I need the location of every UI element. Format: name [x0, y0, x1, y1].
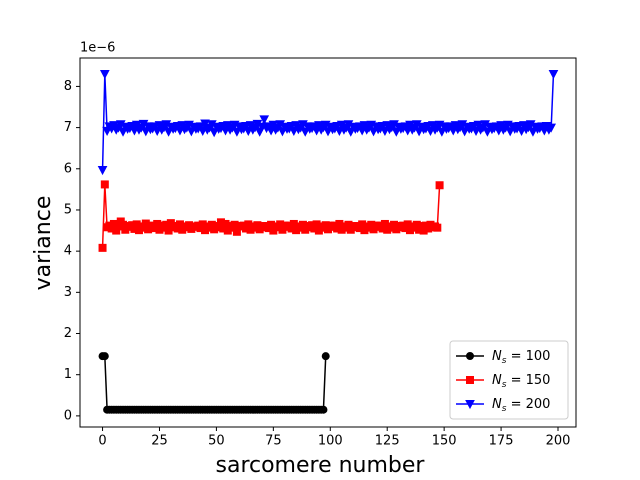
- marker: [97, 166, 108, 176]
- marker: [259, 115, 270, 125]
- marker: [195, 122, 206, 132]
- x-tick-label: 150: [432, 434, 457, 449]
- marker: [99, 70, 110, 80]
- marker: [548, 70, 559, 80]
- marker: [100, 352, 109, 361]
- plot-frame: [79, 57, 577, 428]
- x-tick-label: 200: [546, 434, 571, 449]
- y-axis-label: variance: [31, 196, 56, 291]
- marker: [321, 352, 330, 361]
- legend: Ns = 100 Ns = 150 Ns = 200: [449, 340, 569, 420]
- legend-label: Ns = 150: [492, 373, 550, 390]
- marker: [433, 223, 442, 232]
- marker: [546, 123, 557, 133]
- marker: [319, 405, 328, 414]
- x-tick-label: 50: [208, 434, 225, 449]
- y-tick-label: 5: [64, 202, 72, 217]
- x-tick-label: 0: [98, 434, 106, 449]
- x-tick-label: 125: [375, 434, 400, 449]
- marker: [466, 352, 474, 360]
- y-tick-label: 2: [64, 326, 72, 341]
- marker: [465, 400, 475, 410]
- y-tick-label: 8: [64, 79, 72, 94]
- marker: [435, 181, 444, 190]
- legend-label: Ns = 100: [492, 349, 550, 366]
- y-tick-label: 0: [64, 408, 72, 423]
- y-offset-label: 1e−6: [80, 41, 115, 56]
- x-tick-label: 25: [151, 434, 168, 449]
- y-tick-label: 1: [64, 367, 72, 382]
- y-tick-label: 3: [64, 285, 72, 300]
- x-tick-label: 175: [489, 434, 514, 449]
- x-axis-label: sarcomere number: [216, 453, 426, 478]
- series: [97, 70, 559, 176]
- marker: [98, 243, 107, 252]
- series: [98, 180, 444, 252]
- legend-label: Ns = 200: [492, 397, 550, 414]
- legend-box: [449, 340, 569, 420]
- series: [98, 352, 330, 414]
- y-tick-label: 7: [64, 120, 72, 135]
- x-tick-label: 100: [318, 434, 343, 449]
- marker: [466, 376, 474, 384]
- y-tick-label: 6: [64, 161, 72, 176]
- x-tick-label: 75: [265, 434, 282, 449]
- marker: [100, 180, 109, 189]
- y-tick-label: 4: [64, 244, 72, 259]
